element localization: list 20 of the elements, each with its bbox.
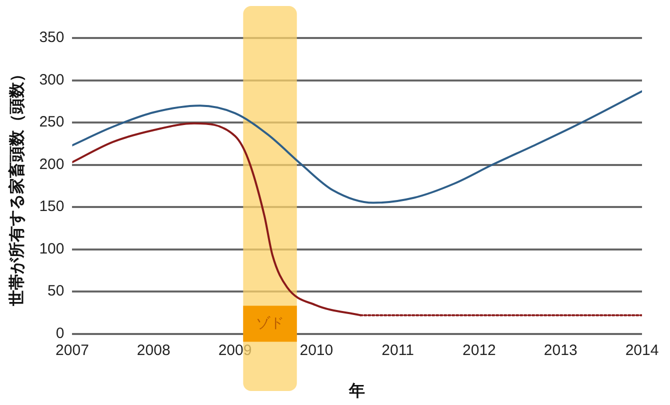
x-tick-label: 2008	[136, 342, 170, 359]
x-tick-label: 2007	[56, 342, 89, 359]
y-tick-label: 200	[39, 156, 64, 173]
x-tick-label: 2009	[218, 342, 252, 359]
x-tick-label: 2014	[625, 342, 659, 359]
x-axis-title: 年	[348, 382, 366, 400]
x-tick-label: 2011	[382, 342, 414, 359]
y-axis-title: 世帯が所有する家畜頭数（頭数）	[7, 66, 26, 307]
y-tick-label: 150	[39, 198, 64, 216]
x-tick-label: 2012	[462, 342, 496, 359]
y-tick-label: 50	[48, 282, 64, 300]
band-label: ゾド	[256, 314, 284, 331]
x-tick-label: 2010	[300, 342, 334, 359]
y-tick-label: 300	[39, 71, 64, 88]
y-tick-label: 250	[39, 114, 64, 131]
y-tick-label: 100	[39, 240, 64, 258]
y-tick-label: 350	[39, 29, 64, 46]
y-tick-label: 0	[56, 324, 64, 342]
x-tick-label: 2013	[544, 342, 578, 359]
line-series	[72, 90, 642, 204]
